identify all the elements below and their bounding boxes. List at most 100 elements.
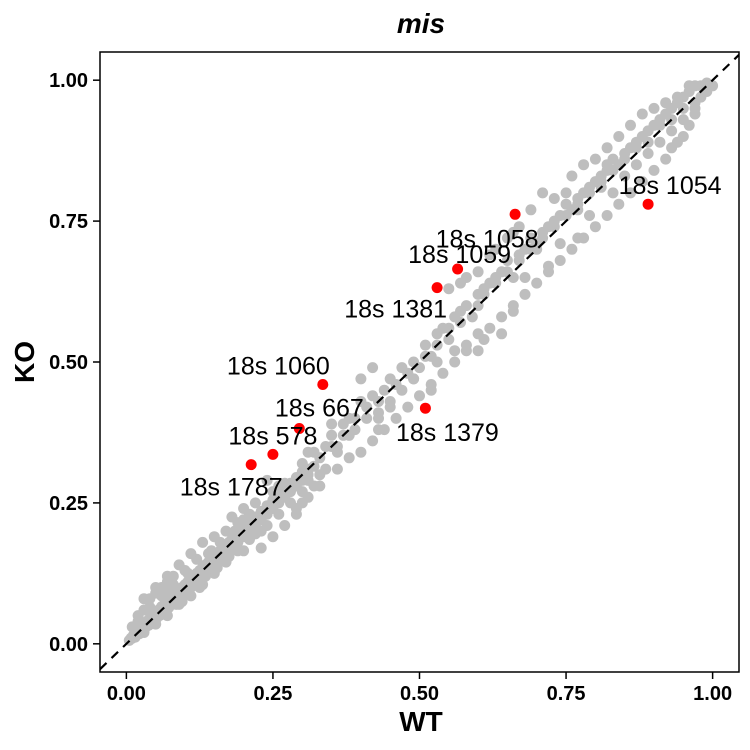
point-annotation: 18s 1381 [344,296,447,324]
y-tick-label: 1.00 [49,70,88,92]
data-point [642,148,654,159]
data-point [531,277,543,289]
data-point [519,288,531,300]
data-point [689,97,701,109]
x-axis-title: WT [399,706,443,737]
data-point [343,452,355,464]
data-point [519,272,531,283]
data-point [255,542,267,554]
data-point [507,226,519,238]
data-point [619,153,631,165]
data-point [507,305,519,317]
data-point [572,232,584,244]
y-tick-label: 0.00 [49,634,88,656]
data-point [414,362,425,374]
data-point [331,463,343,475]
data-point [249,497,261,509]
data-point [314,480,326,492]
data-point [671,91,683,103]
data-point [443,334,455,345]
highlight-point [452,263,464,275]
y-tick-label: 0.75 [49,211,88,233]
data-point [419,339,431,351]
data-point [261,520,273,531]
data-point [156,590,168,602]
data-point [173,559,185,571]
data-point [205,545,217,557]
data-point [636,108,648,120]
x-tick-label: 0.25 [253,683,292,705]
point-annotation: 18s 578 [228,422,317,450]
data-point [384,401,396,413]
data-point [290,508,302,520]
data-point [560,210,572,221]
data-point [484,322,496,334]
data-point [625,187,636,199]
plot-marks [100,54,739,670]
data-point [267,531,279,543]
data-point [150,582,162,593]
data-point [566,243,578,255]
data-point [654,119,666,131]
data-point [343,429,355,441]
data-point [613,131,625,142]
data-point [601,142,613,154]
data-point [132,610,144,622]
data-point [261,474,273,486]
data-point [378,384,390,396]
data-point [150,618,162,630]
point-annotation: 18s 1787 [180,474,283,502]
data-point [320,463,332,475]
highlight-point [245,459,257,471]
data-point [138,593,150,605]
data-point [223,551,235,562]
data-point [176,596,188,607]
data-point [161,610,173,622]
highlight-point [642,198,654,210]
data-point [472,266,484,278]
data-point [525,243,537,255]
data-point [126,621,138,633]
data-point [625,119,636,131]
data-point [490,243,502,255]
point-annotation: 18s 1060 [227,353,330,381]
data-point [683,80,695,92]
data-point [144,601,156,613]
data-point [326,418,338,430]
data-point [449,345,461,357]
data-point [414,390,425,402]
data-point [566,170,578,182]
data-point [273,508,285,520]
data-point [373,412,384,424]
x-tick-label: 1.00 [693,683,732,705]
chart-title: mis [397,8,445,39]
data-point [211,562,223,574]
data-point [437,367,449,379]
y-tick-label: 0.25 [49,493,88,515]
data-point [443,283,455,295]
identity-line [100,54,739,670]
data-point [408,373,420,385]
data-point [355,373,367,385]
data-point [554,238,566,250]
point-annotation: 18s 1054 [619,172,722,200]
highlight-point [293,423,305,434]
highlight-point [431,282,443,294]
y-axis-title: KO [9,341,40,383]
data-point [607,187,619,199]
data-point [466,311,478,323]
data-point [613,198,625,210]
data-point [296,497,308,509]
x-tick-label: 0.50 [400,683,439,705]
highlight-point [267,448,279,460]
data-point [164,584,176,596]
data-point [185,590,197,602]
data-point [671,136,683,148]
highlight-point [509,208,521,220]
point-annotation: 18s 1058 [436,225,539,253]
data-point [460,339,472,351]
data-point [589,221,601,233]
data-point [572,198,584,210]
data-point [182,567,194,579]
